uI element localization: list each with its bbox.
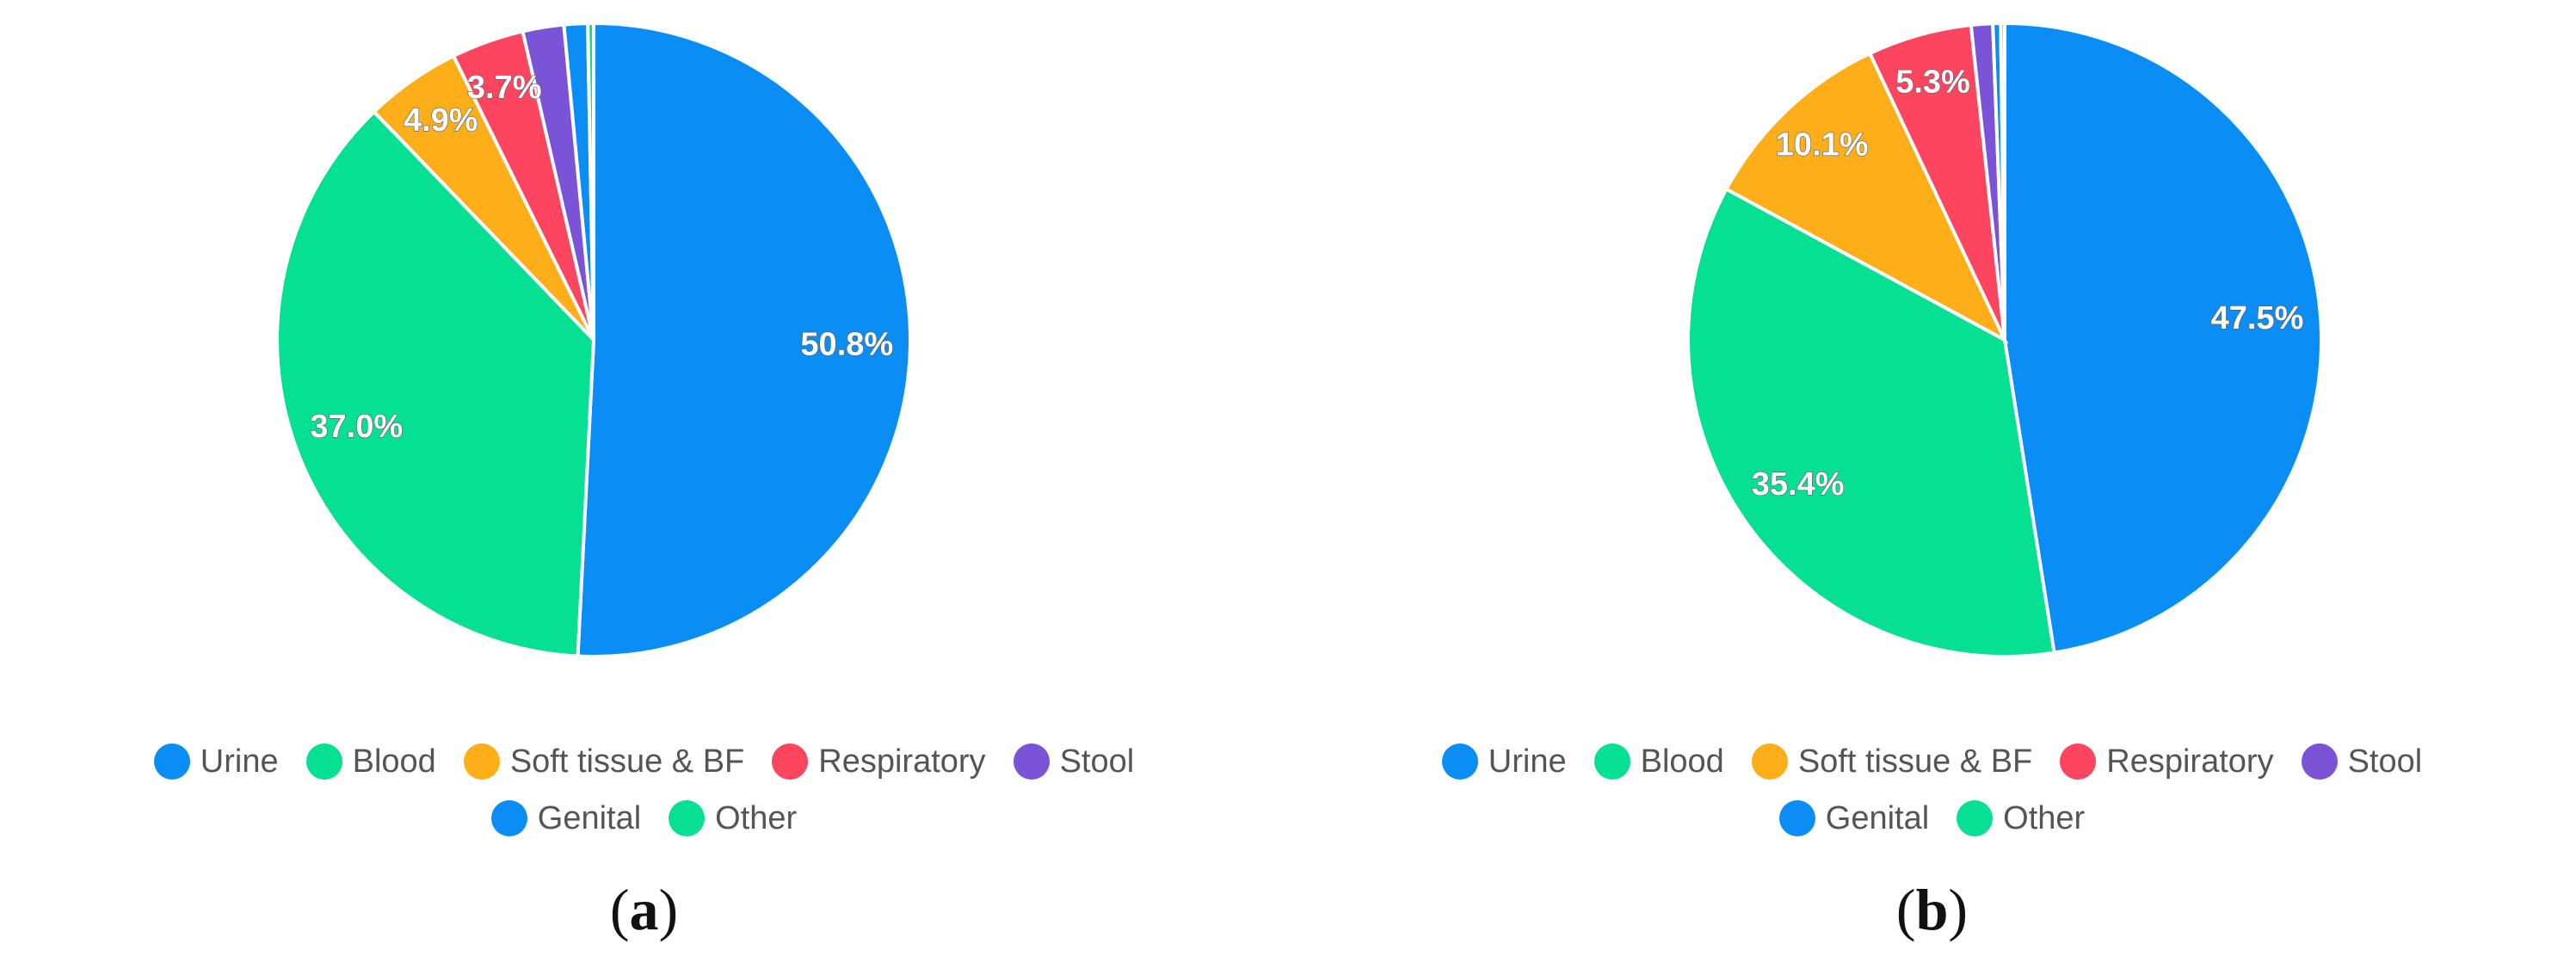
legend-label: Soft tissue & BF	[509, 743, 745, 780]
legend-label: Blood	[352, 743, 436, 780]
caption-a-letter: a	[629, 877, 659, 942]
legend-item-respiratory[interactable]: Respiratory	[772, 743, 986, 780]
pie-chart-a: 50.8% 37.0% 4.9%3.7%	[275, 21, 912, 658]
legend-row: Genital Other	[1288, 790, 2576, 847]
legend-swatch-icon	[1778, 800, 1815, 836]
legend-label: Other	[2003, 799, 2086, 836]
legend-label: Genital	[1825, 799, 1930, 836]
legend-item-other[interactable]: Other	[1957, 800, 2085, 837]
legend-swatch-icon	[305, 743, 342, 780]
slice-label-b-urine: 47.5%	[2211, 300, 2304, 336]
legend-item-other[interactable]: Other	[669, 800, 797, 837]
pie-slice-b-blood	[1686, 187, 2056, 658]
legend-label: Soft tissue & BF	[1797, 743, 2033, 780]
legend-item-blood[interactable]: Blood	[305, 743, 436, 780]
chart-panel-b: 47.5% 35.4% 10.1% 5.3% Urine Blood Soft tissu…	[1288, 0, 2576, 956]
legend-swatch-icon	[153, 743, 190, 780]
legend-item-blood[interactable]: Blood	[1593, 743, 1724, 780]
legend-label: Stool	[1059, 743, 1135, 780]
legend-swatch-icon	[1957, 800, 1994, 836]
legend-label: Other	[715, 799, 798, 836]
slice-label-b-respiratory: 5.3%	[1895, 64, 1970, 100]
legend-b: Urine Blood Soft tissue & BF Respiratory Sto…	[1288, 733, 2576, 847]
legend-item-genital[interactable]: Genital	[490, 799, 642, 837]
legend-label: Urine	[200, 743, 279, 780]
legend-a: Urine Blood Soft tissue & BF Respiratory Sto…	[0, 733, 1288, 847]
legend-label: Genital	[537, 799, 642, 836]
legend-item-respiratory[interactable]: Respiratory	[2060, 743, 2274, 780]
legend-swatch-icon	[490, 800, 527, 836]
legend-swatch-icon	[1593, 743, 1630, 780]
legend-swatch-icon	[2060, 743, 2097, 780]
slice-label-a-soft-tissue-bf: 4.9%	[404, 102, 478, 139]
caption-a-open: (	[609, 877, 630, 942]
legend-item-genital[interactable]: Genital	[1778, 799, 1930, 837]
legend-swatch-icon	[463, 743, 500, 780]
legend-label: Blood	[1640, 743, 1724, 780]
legend-row: Genital Other	[0, 790, 1288, 847]
slice-label-b-soft-tissue-bf: 10.1%	[1776, 126, 1869, 163]
legend-item-soft-tissue-bf[interactable]: Soft tissue & BF	[463, 743, 745, 780]
legend-swatch-icon	[1013, 743, 1050, 780]
legend-item-stool[interactable]: Stool	[2301, 743, 2423, 780]
legend-swatch-icon	[1751, 743, 1788, 780]
legend-item-stool[interactable]: Stool	[1013, 743, 1135, 780]
legend-label: Stool	[2347, 743, 2423, 780]
caption-b-open: (	[1895, 877, 1916, 942]
pie-chart-b: 47.5% 35.4% 10.1% 5.3%	[1686, 21, 2323, 658]
legend-swatch-icon	[772, 743, 809, 780]
pie-slice-a-blood	[275, 109, 596, 658]
slice-label-a-urine: 50.8%	[800, 326, 893, 362]
caption-b-close: )	[1948, 877, 1969, 942]
pie-slice-b-urine	[2003, 21, 2323, 655]
legend-row: Urine Blood Soft tissue & BF Respiratory Sto…	[1288, 733, 2576, 790]
legend-swatch-icon	[1441, 743, 1478, 780]
caption-b: (b)	[1288, 876, 2576, 944]
pie-slice-b-other	[1999, 21, 2006, 341]
legend-swatch-icon	[2301, 743, 2338, 780]
legend-row: Urine Blood Soft tissue & BF Respiratory Sto…	[0, 733, 1288, 790]
legend-label: Respiratory	[2106, 743, 2274, 780]
pie-slice-a-other	[586, 21, 595, 341]
slice-label-b-blood: 35.4%	[1752, 466, 1845, 503]
pie-slice-a-urine	[576, 21, 912, 658]
legend-label: Respiratory	[818, 743, 986, 780]
chart-panel-a: 50.8% 37.0% 4.9% 3.7% Urine Blood Soft tissue…	[0, 21, 1288, 944]
legend-item-urine[interactable]: Urine	[153, 743, 279, 780]
legend-item-soft-tissue-bf[interactable]: Soft tissue & BF	[1751, 743, 2033, 780]
legend-item-urine[interactable]: Urine	[1441, 743, 1567, 780]
pie-slice-b-soft-tissue-bf	[1723, 51, 2009, 344]
caption-a: (a)	[0, 876, 1288, 944]
caption-b-letter: b	[1915, 877, 1949, 942]
caption-a-close: )	[658, 877, 679, 942]
slice-label-a-blood: 37.0%	[310, 409, 403, 445]
legend-label: Urine	[1488, 743, 1567, 780]
legend-swatch-icon	[669, 800, 706, 836]
slice-label-a-respiratory: 3.7%	[467, 70, 542, 106]
